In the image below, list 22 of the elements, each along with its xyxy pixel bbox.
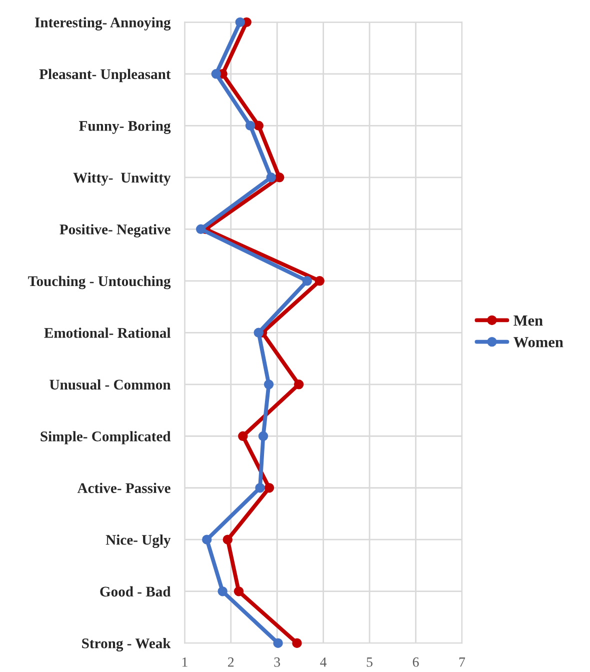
y-tick-label: Emotional- Rational (44, 328, 171, 338)
legend-label: Women (514, 337, 564, 348)
y-tick-label: Simple- Complicated (40, 431, 171, 444)
x-tick-label: 2 (228, 657, 234, 667)
y-tick-label: Touching - Untouching (28, 276, 171, 290)
x-tick-label: 1 (182, 657, 188, 667)
x-tick-label: 7 (459, 658, 466, 667)
y-tick-label: Interesting- Annoying (34, 17, 171, 30)
x-tick-label: 4 (320, 657, 327, 667)
y-tick-label: Unusual - Common (50, 379, 171, 390)
x-tick-label: 6 (412, 657, 419, 667)
y-tick-label: Strong - Weak (82, 638, 171, 652)
legend-label: Men (514, 316, 543, 326)
y-tick-label: Pleasant- Unpleasant (39, 68, 171, 82)
x-tick-label: 3 (274, 657, 280, 667)
x-tick-label: 5 (366, 658, 372, 667)
y-tick-label: Nice- Ugly (106, 534, 171, 548)
y-tick-label: Funny- Boring (79, 120, 171, 134)
y-tick-label: Active- Passive (77, 482, 170, 494)
y-tick-label: Witty- Unwitty (73, 172, 171, 186)
y-tick-label: Good - Bad (100, 586, 171, 597)
y-tick-label: Positive- Negative (60, 224, 170, 238)
